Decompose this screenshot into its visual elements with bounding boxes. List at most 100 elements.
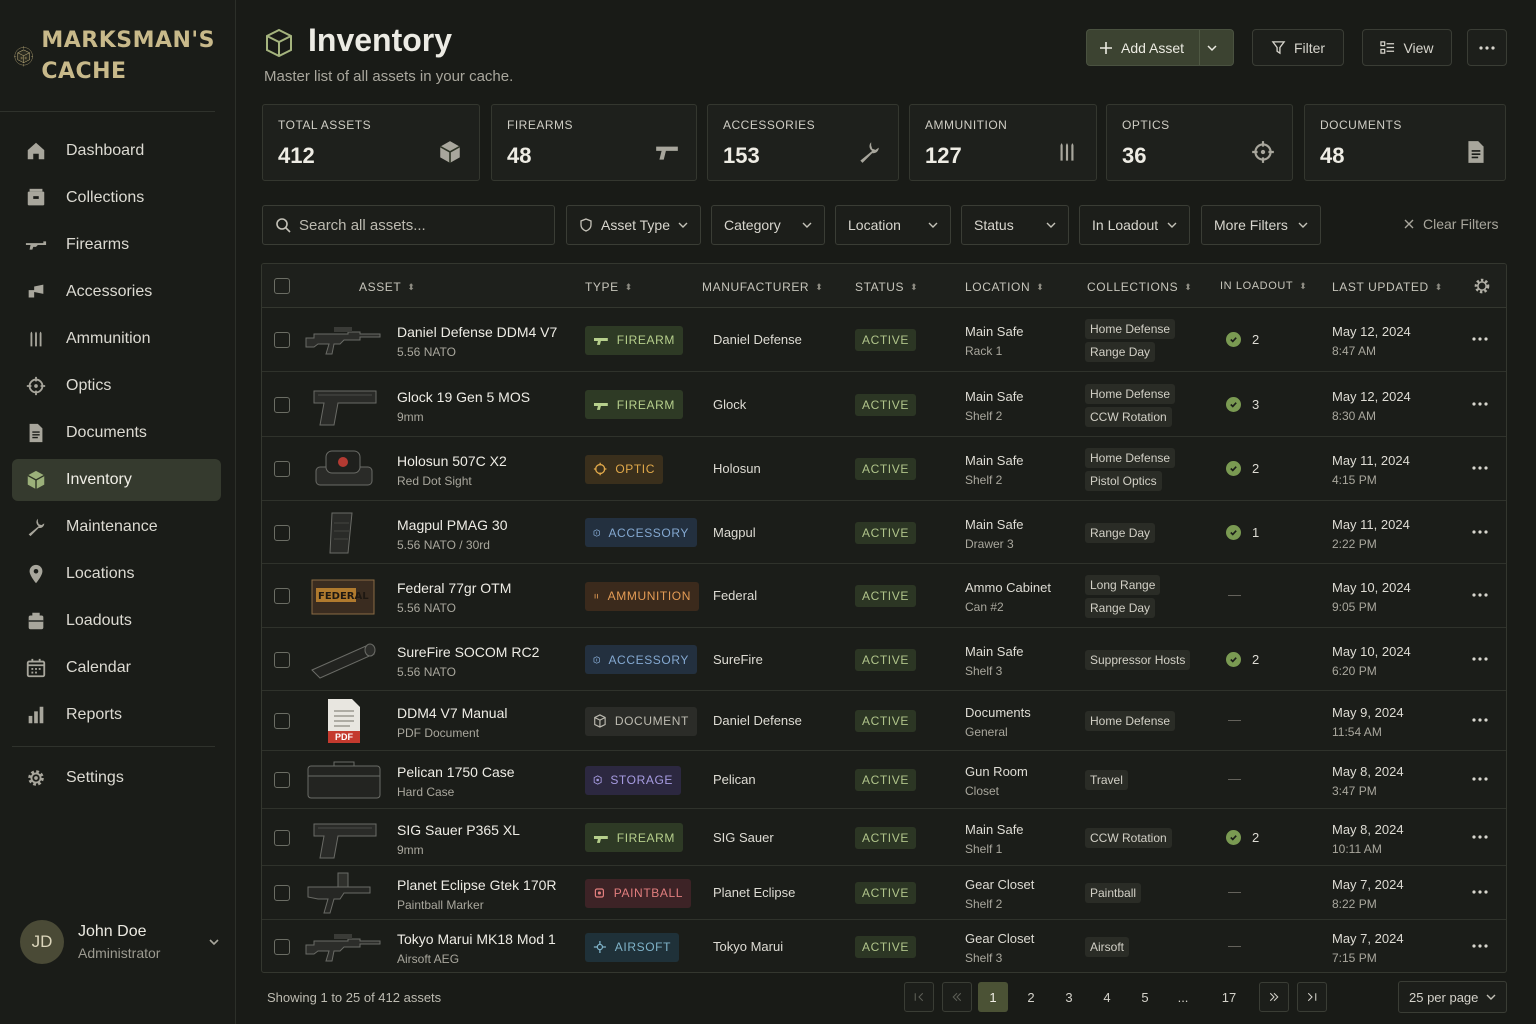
sidebar-item-ammunition[interactable]: Ammunition (12, 318, 221, 360)
row-actions-button[interactable] (1472, 393, 1488, 411)
view-button[interactable]: View (1362, 29, 1452, 66)
asset-type-filter[interactable]: Asset Type (566, 205, 701, 245)
collection-tag[interactable]: Long Range (1085, 575, 1161, 595)
collection-tag[interactable]: CCW Rotation (1085, 406, 1172, 427)
collection-tag[interactable]: Airsoft (1085, 937, 1130, 957)
collection-tag[interactable]: Home Defense (1085, 383, 1176, 404)
row-checkbox[interactable] (274, 939, 290, 955)
collection-tag[interactable]: Range Day (1085, 342, 1156, 362)
add-asset-dropdown[interactable] (1200, 43, 1234, 53)
table-row[interactable]: Pelican 1750 Case Hard Case STORAGE Pelican… (262, 751, 1506, 809)
table-row[interactable]: Planet Eclipse Gtek 170R Paintball Marker… (262, 866, 1506, 920)
sidebar-item-maintenance[interactable]: Maintenance (12, 506, 221, 548)
last-page-button[interactable] (1297, 982, 1327, 1012)
sidebar-item-documents[interactable]: Documents (12, 412, 221, 454)
row-actions-button[interactable] (1472, 935, 1488, 953)
sidebar-item-calendar[interactable]: Calendar (12, 647, 221, 689)
next-page-button[interactable] (1259, 982, 1289, 1012)
page-3-button[interactable]: 3 (1065, 989, 1073, 1005)
sidebar-item-inventory[interactable]: Inventory (12, 459, 221, 501)
table-row[interactable]: FEDERAL Federal 77gr OTM 5.56 NATO AMMUNITI… (262, 564, 1506, 628)
row-checkbox[interactable] (274, 461, 290, 477)
row-actions-button[interactable] (1472, 768, 1488, 786)
table-row[interactable]: PDF DDM4 V7 Manual PDF Document DOCUMENT Dan… (262, 691, 1506, 751)
row-checkbox[interactable] (274, 829, 290, 846)
collection-tag[interactable]: Suppressor Hosts (1085, 649, 1191, 670)
add-asset-button[interactable]: Add Asset (1086, 29, 1234, 66)
prev-page-button[interactable] (942, 982, 972, 1012)
row-actions-button[interactable] (1472, 584, 1488, 602)
asset-name[interactable]: Planet Eclipse Gtek 170R (397, 877, 557, 893)
asset-name[interactable]: Federal 77gr OTM (397, 580, 512, 596)
sidebar-item-settings[interactable]: Settings (12, 757, 221, 799)
row-checkbox[interactable] (274, 885, 290, 901)
asset-name[interactable]: Tokyo Marui MK18 Mod 1 (397, 931, 556, 947)
row-actions-button[interactable] (1472, 521, 1488, 539)
sidebar-item-locations[interactable]: Locations (12, 553, 221, 595)
row-actions-button[interactable] (1472, 328, 1488, 346)
table-row[interactable]: Tokyo Marui MK18 Mod 1 Airsoft AEG AIRSOFT… (262, 920, 1506, 972)
category-filter[interactable]: Category (711, 205, 825, 245)
page-5-button[interactable]: 5 (1141, 989, 1149, 1005)
collection-tag[interactable]: Home Defense (1085, 711, 1176, 731)
user-menu[interactable]: JD John Doe Administrator (20, 920, 220, 964)
collection-tag[interactable]: Range Day (1085, 522, 1156, 543)
asset-name[interactable]: SIG Sauer P365 XL (397, 821, 520, 838)
first-page-button[interactable] (904, 982, 934, 1012)
sidebar-item-accessories[interactable]: Accessories (12, 271, 221, 313)
collection-tag[interactable]: Home Defense (1085, 448, 1176, 468)
row-actions-button[interactable] (1472, 648, 1488, 666)
row-checkbox[interactable] (274, 651, 290, 668)
column-header-in-loadout[interactable]: IN LOADOUT ⬍ (1220, 280, 1307, 292)
asset-name[interactable]: Magpul PMAG 30 (397, 516, 508, 533)
asset-name[interactable]: Pelican 1750 Case (397, 764, 515, 780)
column-header-collections[interactable]: COLLECTIONS ⬍ (1087, 280, 1192, 294)
in-loadout-filter[interactable]: In Loadout (1079, 205, 1190, 245)
asset-name[interactable]: SureFire SOCOM RC2 (397, 643, 540, 660)
more-filters-dropdown[interactable]: More Filters (1201, 205, 1321, 245)
row-checkbox[interactable] (274, 332, 290, 348)
page-4-button[interactable]: 4 (1103, 989, 1111, 1005)
search-input[interactable] (299, 216, 539, 234)
collection-tag[interactable]: Travel (1085, 770, 1128, 790)
page-17-button[interactable]: 17 (1221, 989, 1237, 1005)
asset-name[interactable]: Glock 19 Gen 5 MOS (397, 388, 531, 405)
row-actions-button[interactable] (1472, 881, 1488, 899)
sidebar-item-firearms[interactable]: Firearms (12, 224, 221, 266)
row-checkbox[interactable] (274, 588, 290, 604)
table-row[interactable]: SureFire SOCOM RC2 5.56 NATO ACCESSORY Sure… (262, 628, 1506, 691)
sidebar-item-dashboard[interactable]: Dashboard (12, 130, 221, 172)
column-header-last-updated[interactable]: LAST UPDATED ⬍ (1332, 280, 1443, 294)
asset-name[interactable]: Daniel Defense DDM4 V7 (397, 324, 558, 340)
table-row[interactable]: Magpul PMAG 30 5.56 NATO / 30rd ACCESSORY M… (262, 501, 1506, 564)
location-filter[interactable]: Location (835, 205, 951, 245)
select-all-checkbox[interactable] (274, 278, 290, 294)
row-checkbox[interactable] (274, 713, 290, 729)
row-checkbox[interactable] (274, 524, 290, 541)
column-header-manufacturer[interactable]: MANUFACTURER ⬍ (702, 280, 823, 294)
sidebar-item-collections[interactable]: Collections (12, 177, 221, 219)
column-settings-gear-icon[interactable] (1473, 277, 1491, 295)
asset-name[interactable]: Holosun 507C X2 (397, 453, 507, 469)
sidebar-item-reports[interactable]: Reports (12, 694, 221, 736)
sidebar-item-optics[interactable]: Optics (12, 365, 221, 407)
page-2-button[interactable]: 2 (1027, 989, 1035, 1005)
row-checkbox[interactable] (274, 396, 290, 413)
table-row[interactable]: Glock 19 Gen 5 MOS 9mm FIREARM Glock ACTIVE M… (262, 372, 1506, 437)
row-actions-button[interactable] (1472, 457, 1488, 475)
status-filter[interactable]: Status (961, 205, 1069, 245)
column-header-location[interactable]: LOCATION ⬍ (965, 280, 1044, 294)
collection-tag[interactable]: Home Defense (1085, 319, 1176, 339)
collection-tag[interactable]: Range Day (1085, 598, 1156, 618)
collection-tag[interactable]: Paintball (1085, 883, 1142, 903)
column-header-status[interactable]: STATUS ⬍ (855, 280, 918, 294)
column-header-type[interactable]: TYPE ⬍ (585, 280, 633, 294)
asset-name[interactable]: DDM4 V7 Manual (397, 705, 508, 721)
column-header-asset[interactable]: ASSET ⬍ (359, 280, 416, 294)
page-1-button[interactable]: 1 (978, 982, 1008, 1012)
row-actions-button[interactable] (1472, 826, 1488, 844)
row-checkbox[interactable] (274, 772, 290, 788)
collection-tag[interactable]: Pistol Optics (1085, 471, 1162, 491)
table-row[interactable]: Holosun 507C X2 Red Dot Sight OPTIC Holosun… (262, 437, 1506, 501)
per-page-select[interactable]: 25 per page (1398, 981, 1507, 1013)
